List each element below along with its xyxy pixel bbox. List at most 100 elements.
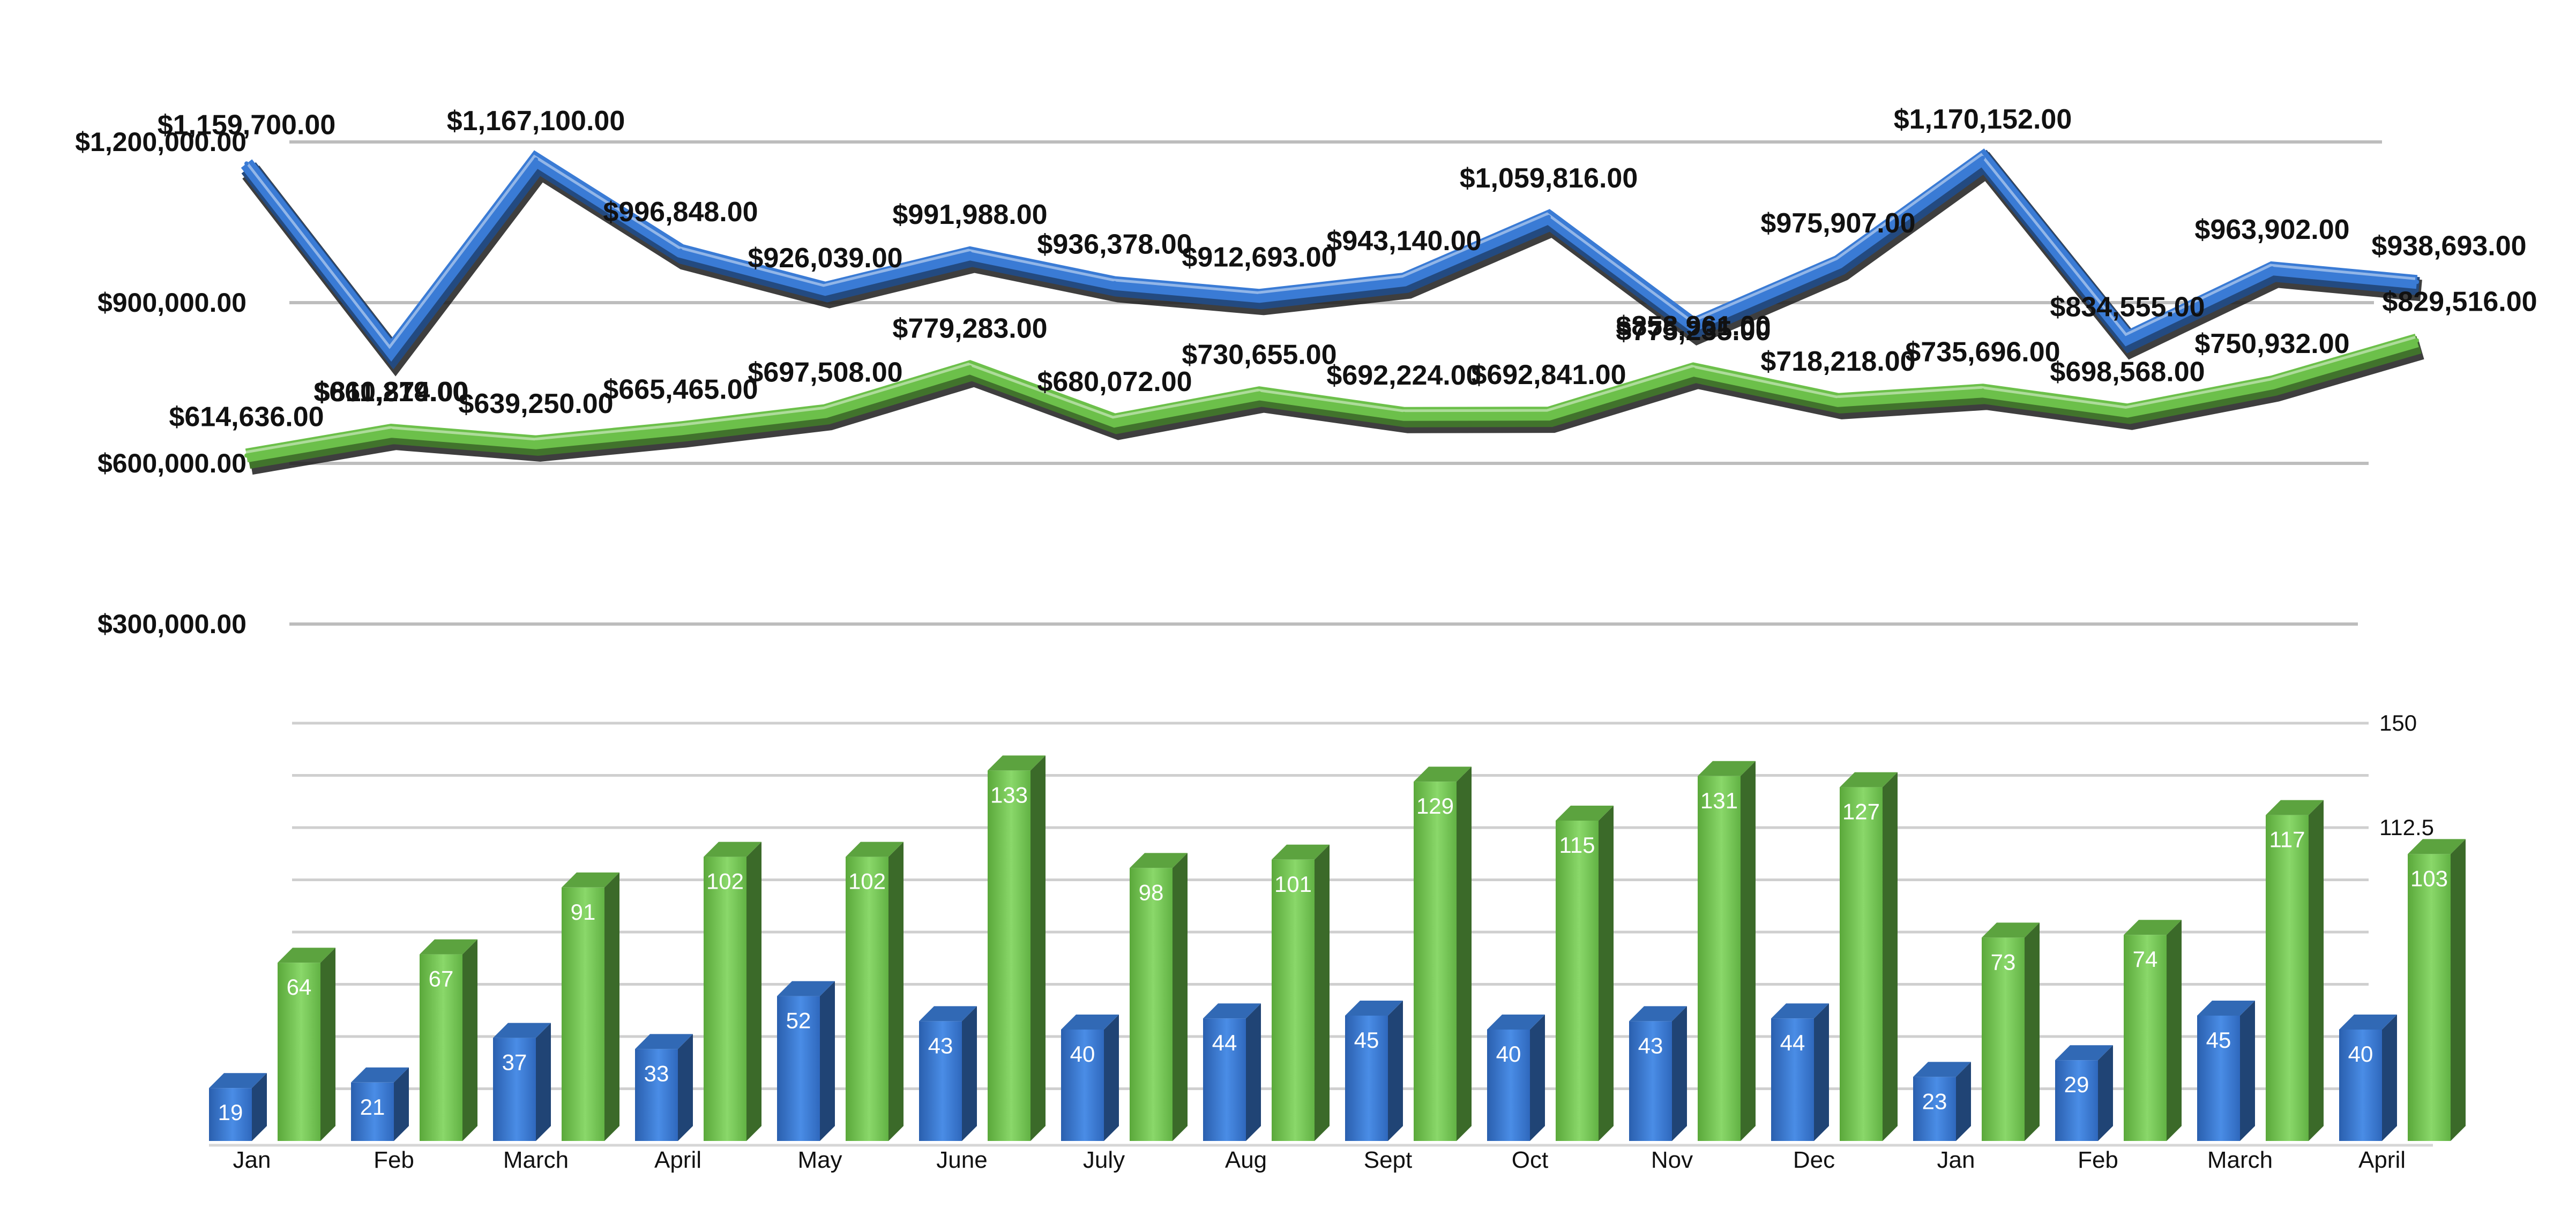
line-point [389, 429, 393, 433]
x-tick-label: Jan [233, 1147, 271, 1173]
line-value-label: $697,508.00 [748, 357, 902, 388]
bar-value-label: 40 [2348, 1041, 2373, 1067]
data-labels: 19 64 21 67 37 91 33 102 52 102 43 133 40 98 44 101 45 12… [158, 104, 2537, 1125]
bar-value-label: 23 [1922, 1088, 1947, 1114]
line-point [823, 409, 827, 414]
x-tick-label: March [503, 1147, 569, 1173]
line-point [1836, 260, 1840, 265]
bar-blue [209, 1073, 267, 1141]
bar-green [846, 842, 904, 1141]
bar-value-label: 67 [429, 966, 454, 992]
bar-value-label: 101 [1274, 872, 1312, 897]
line-point [1547, 411, 1551, 416]
bar-green [1556, 806, 1614, 1141]
bar-blue [1203, 1003, 1261, 1141]
line-value-label: $665,465.00 [603, 374, 758, 406]
line-point [534, 440, 538, 445]
line-point [1402, 411, 1406, 416]
bar-axis-tick-label: 150 [2379, 710, 2417, 735]
x-tick-label: Sept [1364, 1147, 1413, 1173]
bar-blue [2339, 1015, 2397, 1141]
bar-blue [2197, 1001, 2255, 1141]
x-tick-label: Jan [1937, 1147, 1975, 1173]
line-value-label: $698,568.00 [2050, 356, 2205, 387]
line-value-label: $775,235.00 [1616, 316, 1771, 347]
line-value-label: $991,988.00 [892, 199, 1047, 230]
line-value-label: $829,516.00 [2382, 286, 2537, 317]
x-tick-label: Feb [2078, 1147, 2118, 1173]
line-point [1112, 281, 1117, 286]
bar-green [1414, 767, 1472, 1141]
bar-green [420, 939, 477, 1141]
line-series-blue [241, 148, 2422, 377]
bar-value-label: 43 [1638, 1033, 1663, 1058]
line-value-label: $730,655.00 [1182, 339, 1336, 370]
line-point [1981, 155, 1985, 160]
line-value-label: $718,218.00 [1760, 346, 1915, 377]
x-tick-label: May [797, 1147, 842, 1173]
bar-blue [777, 981, 835, 1141]
line-value-label: $1,170,152.00 [1894, 104, 2072, 135]
bar-green [1840, 772, 1898, 1141]
bar-blue [919, 1006, 977, 1141]
bar-value-label: 44 [1780, 1030, 1805, 1055]
bar-value-label: 127 [1842, 799, 1880, 824]
line-point [244, 161, 249, 166]
line-value-label: $834,555.00 [2050, 291, 2205, 322]
line-value-label: $996,848.00 [603, 197, 758, 228]
bar-green [2266, 800, 2324, 1141]
line-point [1257, 391, 1261, 396]
bar-value-label: 29 [2064, 1072, 2089, 1097]
x-tick-label: April [654, 1147, 701, 1173]
bar-blue [1345, 1001, 1403, 1141]
bar-value-label: 115 [1559, 832, 1595, 858]
x-tick-label: March [2207, 1147, 2273, 1173]
line-value-label: $943,140.00 [1326, 226, 1481, 257]
line-point [968, 251, 972, 256]
line-point [1981, 388, 1985, 393]
line-chart [241, 148, 2424, 475]
line-point [968, 365, 972, 370]
bar-chart [209, 755, 2466, 1141]
bar-blue [2055, 1045, 2113, 1141]
line-value-label: $660,874.00 [313, 377, 468, 408]
line-point [1257, 294, 1261, 298]
line-value-label: $692,224.00 [1326, 360, 1481, 391]
line-value-label: $936,378.00 [1037, 229, 1192, 260]
line-value-label: $614,636.00 [169, 401, 324, 432]
bar-value-label: 37 [502, 1050, 527, 1075]
bar-value-label: 129 [1416, 793, 1454, 818]
line-value-label: $639,250.00 [458, 388, 613, 419]
line-point [534, 157, 538, 162]
line-value-label: $926,039.00 [748, 243, 902, 274]
line-value-label: $692,841.00 [1471, 359, 1626, 391]
line-value-label: $1,159,700.00 [158, 109, 336, 140]
line-point [1691, 367, 1696, 372]
bar-green [704, 842, 761, 1141]
line-point [1402, 277, 1406, 282]
bar-value-label: 19 [218, 1100, 243, 1125]
line-value-label: $680,072.00 [1037, 366, 1192, 397]
bar-value-label: 40 [1496, 1041, 1521, 1067]
x-tick-label: Aug [1225, 1147, 1267, 1173]
bar-green [1698, 761, 1756, 1141]
bar-value-label: 133 [990, 782, 1028, 807]
line-value-label: $975,907.00 [1760, 208, 1915, 239]
bar-green [562, 872, 619, 1141]
bar-value-label: 73 [1991, 949, 2016, 974]
x-tick-label: July [1083, 1147, 1125, 1173]
x-tick-label: June [936, 1147, 987, 1173]
line-point [1836, 397, 1840, 402]
bar-value-label: 117 [2269, 827, 2305, 852]
x-tick-label: Oct [1512, 1147, 1548, 1173]
grid-lines [209, 140, 2433, 1147]
bar-blue [1061, 1015, 1119, 1141]
line-point [1691, 322, 1696, 327]
bar-value-label: 102 [848, 869, 886, 894]
line-point [2270, 380, 2274, 385]
line-value-label: $735,696.00 [1905, 336, 2060, 367]
y-tick-label: $1,200,000.00 [75, 127, 247, 157]
line-point [1547, 215, 1551, 220]
bar-green [988, 755, 1046, 1141]
